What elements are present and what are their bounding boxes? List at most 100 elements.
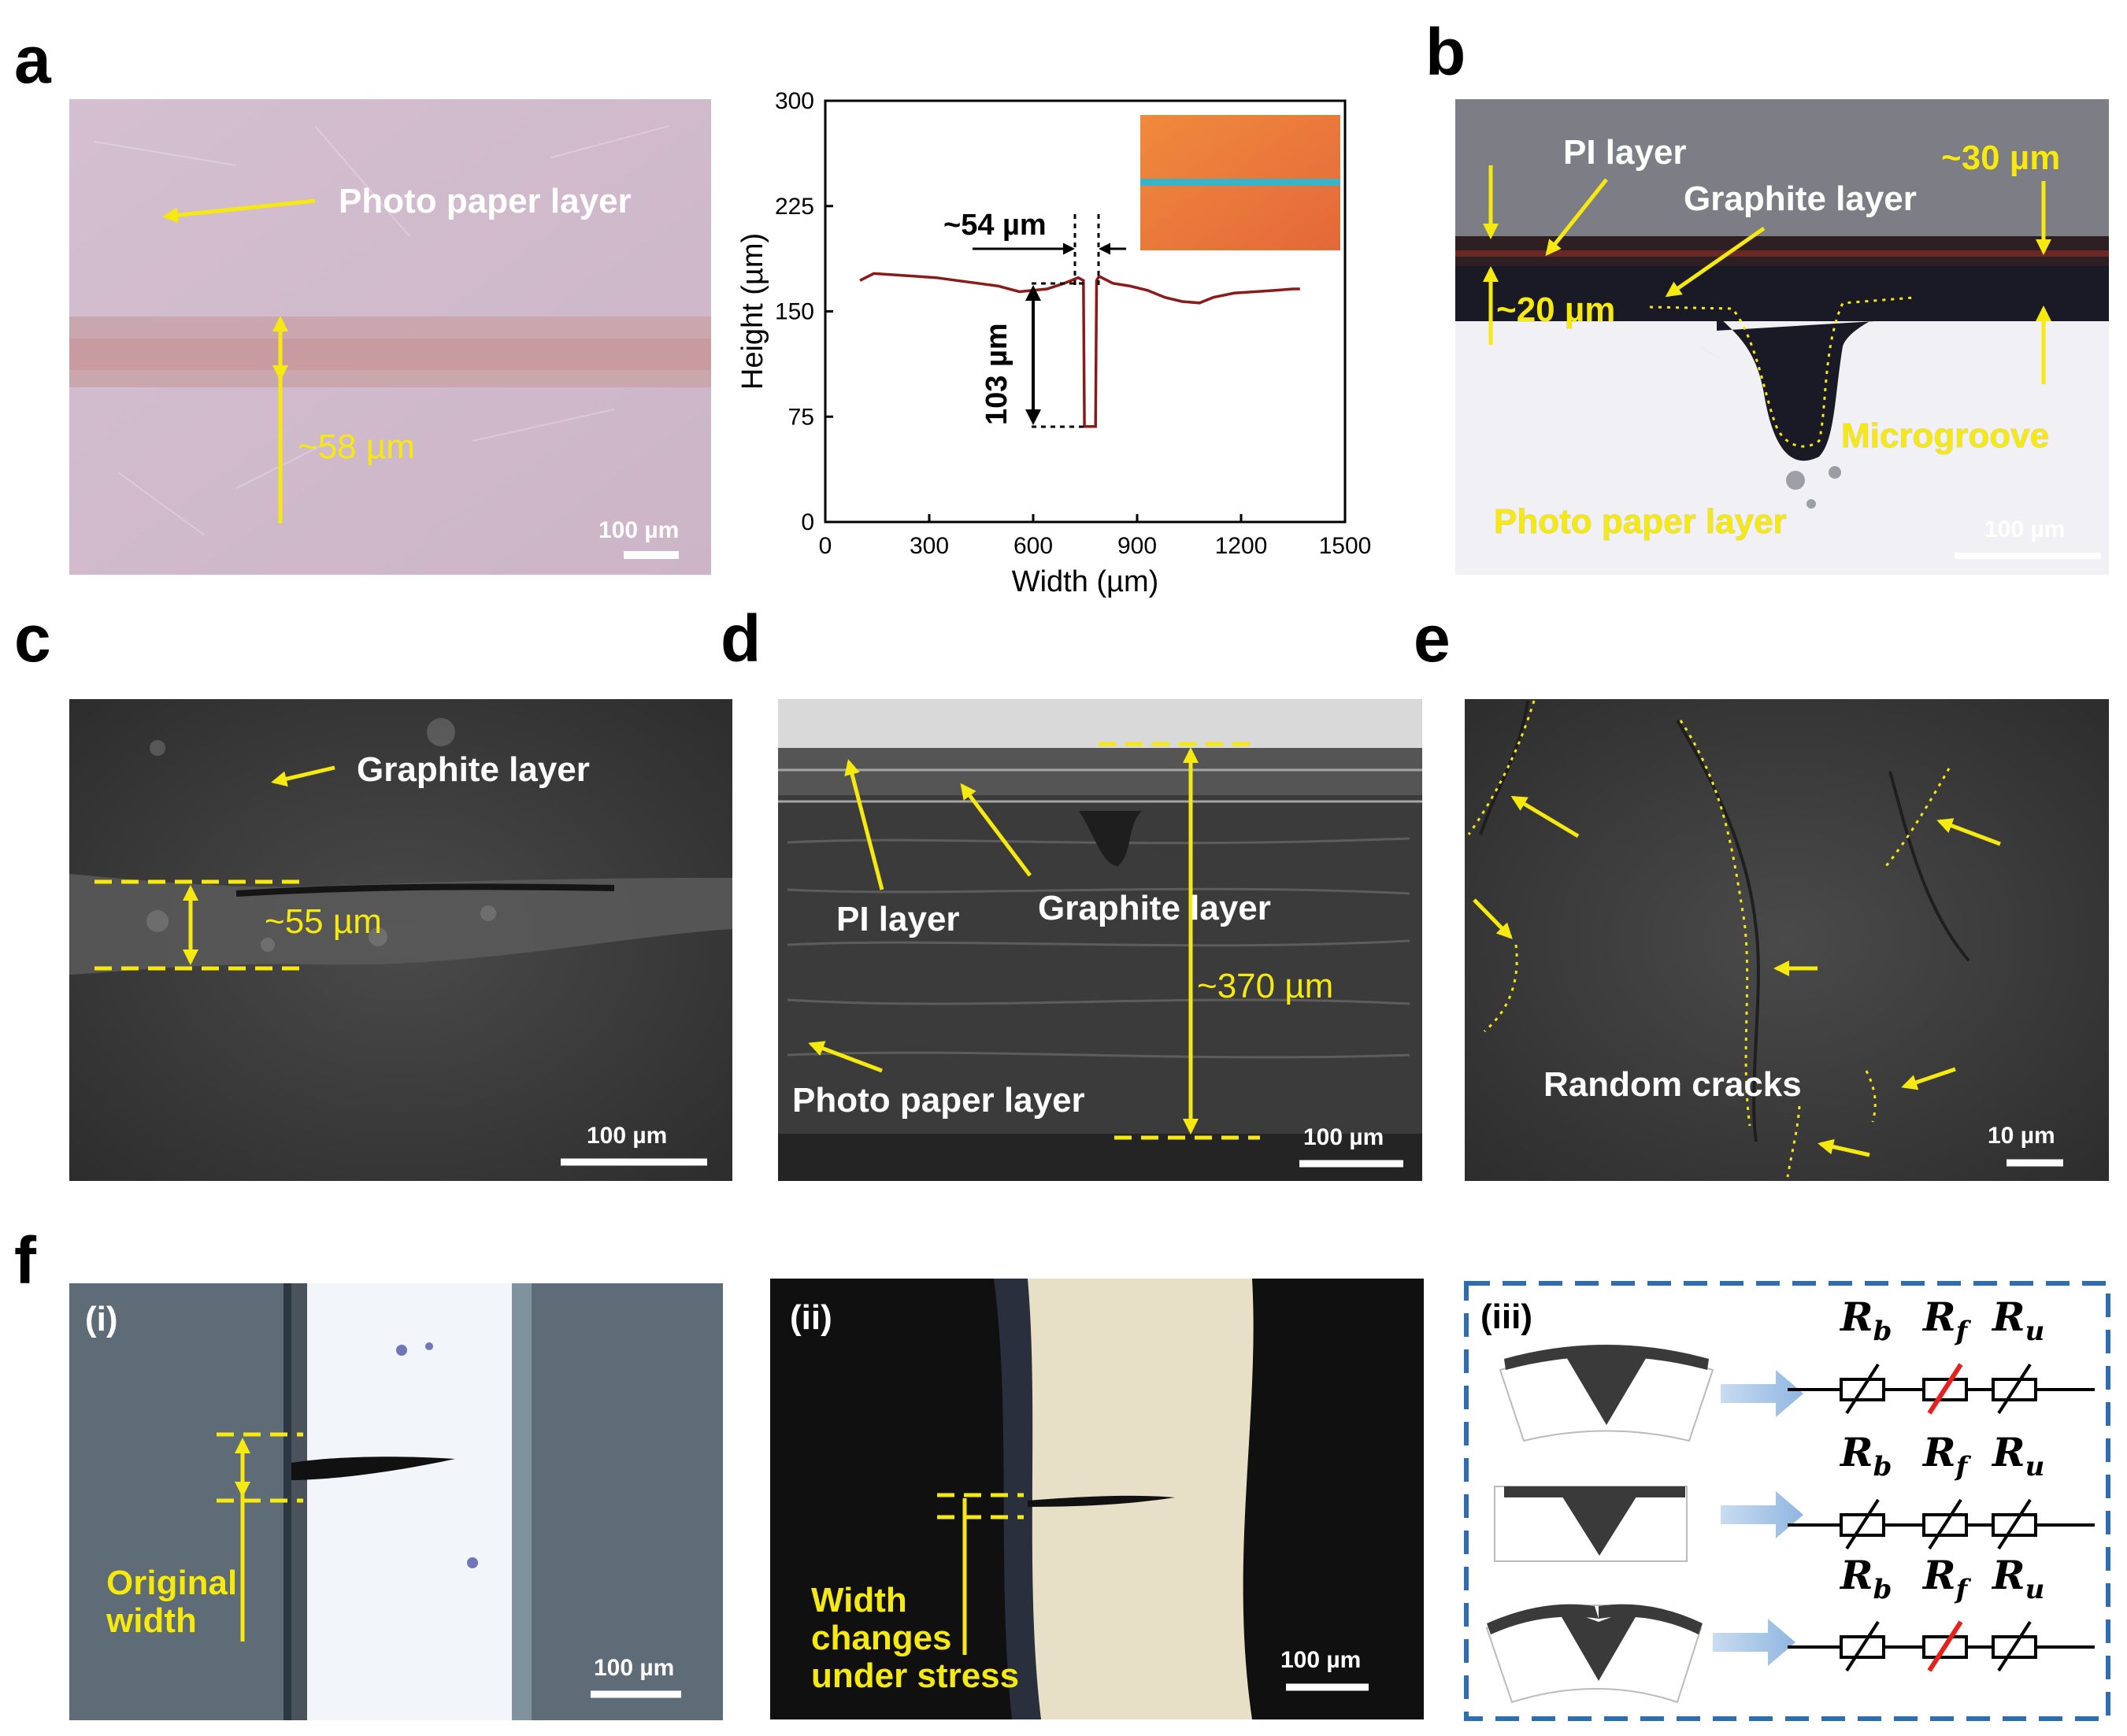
variable-slash [1845,1363,1880,1415]
crack-shape [1028,1495,1175,1507]
label-graphite-layer: Graphite layer [1038,889,1271,927]
x-tick-label: 0 [819,533,832,559]
broken-slash [1927,1620,1963,1672]
resistor-f [1922,1513,1968,1537]
label-thickness-370: ~370 µm [1197,967,1333,1005]
x-tick-label: 1200 [1215,533,1268,559]
crack-outline [1884,768,1951,867]
crack-arrow [1510,795,1580,838]
label-width: width [106,1601,197,1640]
panel-f-ii-image: (ii) Width changes under stress 100 µm [770,1279,1424,1719]
scale-bar-label: 100 µm [1280,1647,1361,1673]
y-tick-label: 75 [788,404,814,430]
panel-b-image: ~20 µm PI layer Graphite layer ~30 µm Mi… [1455,99,2109,575]
scale-bar-label: 100 µm [598,517,679,543]
chart-inset-photo [1140,115,1340,250]
x-tick-label: 600 [1013,533,1053,559]
resistor-label-u: Ru [1991,1429,2044,1482]
pi-layer-arrow [1545,178,1608,257]
depth-annotation: 103 µm [980,282,1087,428]
row-2-arrow [1721,1491,1803,1538]
variable-slash [1997,1620,2032,1672]
crack-outline [1786,1105,1801,1178]
panel-a-image: Photo paper layer ~58 µm 100 µm [69,99,711,575]
x-tick-label: 300 [910,533,949,559]
x-tick-label: 900 [1117,533,1157,559]
tag-iii: (iii) [1480,1297,1532,1336]
variable-slash [1845,1620,1880,1672]
x-axis-label: Width (µm) [1012,565,1159,598]
label-pi-layer: PI layer [1563,133,1687,172]
label-graphite-layer: Graphite layer [357,750,590,789]
label-photo-paper: Photo paper layer [339,182,632,220]
panel-c-image: Graphite layer ~55 µm 100 µm [69,699,732,1181]
y-tick-label: 150 [775,299,814,325]
y-axis-label: Height (µm) [736,233,769,390]
label-graphite-layer: Graphite layer [1684,180,1917,218]
schematic-row-3 [1485,1604,1795,1704]
panel-f-i-image: (i) Original width 100 µm [69,1283,723,1720]
pi-layer-arrow [844,759,884,890]
crack-arrow [1901,1067,1956,1090]
row-1-arrow [1721,1370,1803,1417]
panel-label-a: a [14,23,52,97]
profile-line [859,272,1300,428]
variable-slash [1928,1498,1962,1550]
panel-label-d: d [721,601,761,676]
y-tick-label: 0 [801,509,814,535]
panel-label-f: f [14,1223,37,1297]
label-width-55: ~55 µm [265,902,382,941]
crack-outline [1679,720,1751,1127]
label-depth-103: 103 µm [980,323,1013,425]
label-20um: ~20 µm [1496,291,1615,329]
resistor-label-u: Ru [1991,1552,2044,1605]
resistor-u [1992,1513,2037,1537]
panel-d-image: ~370 µm PI layer Graphite layer Photo pa… [778,699,1422,1181]
label-pi-layer: PI layer [836,900,960,938]
crack-shape [291,1457,455,1480]
crack-outline [1484,944,1518,1033]
graphite-layer-arrow [1665,226,1766,298]
label-original: Original [106,1564,237,1602]
label-width-58: ~58 µm [298,428,415,466]
schematic-row-1 [1499,1345,1803,1442]
scale-bar-label: 10 µm [1988,1123,2055,1149]
crack-arrow [1473,898,1513,939]
graphite-layer-arrow [271,765,335,787]
label-photo-paper-d: Photo paper layer [792,1081,1085,1120]
scale-bar-label: 100 µm [594,1655,674,1681]
scale-bar-label: 100 µm [1984,516,2065,542]
panel-label-c: c [14,601,51,676]
label-30um: ~30 µm [1941,139,2060,177]
photo-paper-arrow [808,1041,883,1073]
crack-arrow [1936,818,2001,846]
crack-outline [1467,700,1536,835]
scale-bar-label: 100 µm [587,1123,667,1149]
variable-slash [1997,1498,2032,1550]
graphite-layer-arrow [960,783,1032,877]
panel-a-chart: 0 300 600 900 1200 1500 0 75 150 225 300 Width (µ… [736,88,1371,598]
label-width-changes-1: Width [811,1581,907,1619]
broken-slash [1927,1363,1963,1415]
tag-i: (i) [85,1300,118,1338]
label-photo-paper-b: Photo paper layer [1494,502,1787,541]
crack-arrow [1818,1138,1870,1157]
tag-ii: (ii) [790,1298,832,1337]
label-microgroove: Microgroove [1841,416,2049,455]
label-width-changes-2: changes [811,1619,952,1657]
scale-bar-label: 100 µm [1303,1124,1384,1150]
y-tick-label: 225 [775,194,814,220]
y-tick-label: 300 [775,88,814,114]
label-width-54: ~54 µm [943,209,1047,242]
photo-paper-arrow [162,198,316,224]
label-width-changes-3: under stress [811,1656,1019,1695]
panel-label-b: b [1425,15,1466,89]
width-annotation: ~54 µm [943,209,1126,285]
panel-e-image: Random cracks 10 µm [1465,699,2109,1181]
variable-slash [1845,1498,1880,1550]
schematic-row-2 [1494,1486,1803,1562]
label-random-cracks: Random cracks [1543,1065,1802,1104]
variable-slash [1997,1363,2032,1415]
